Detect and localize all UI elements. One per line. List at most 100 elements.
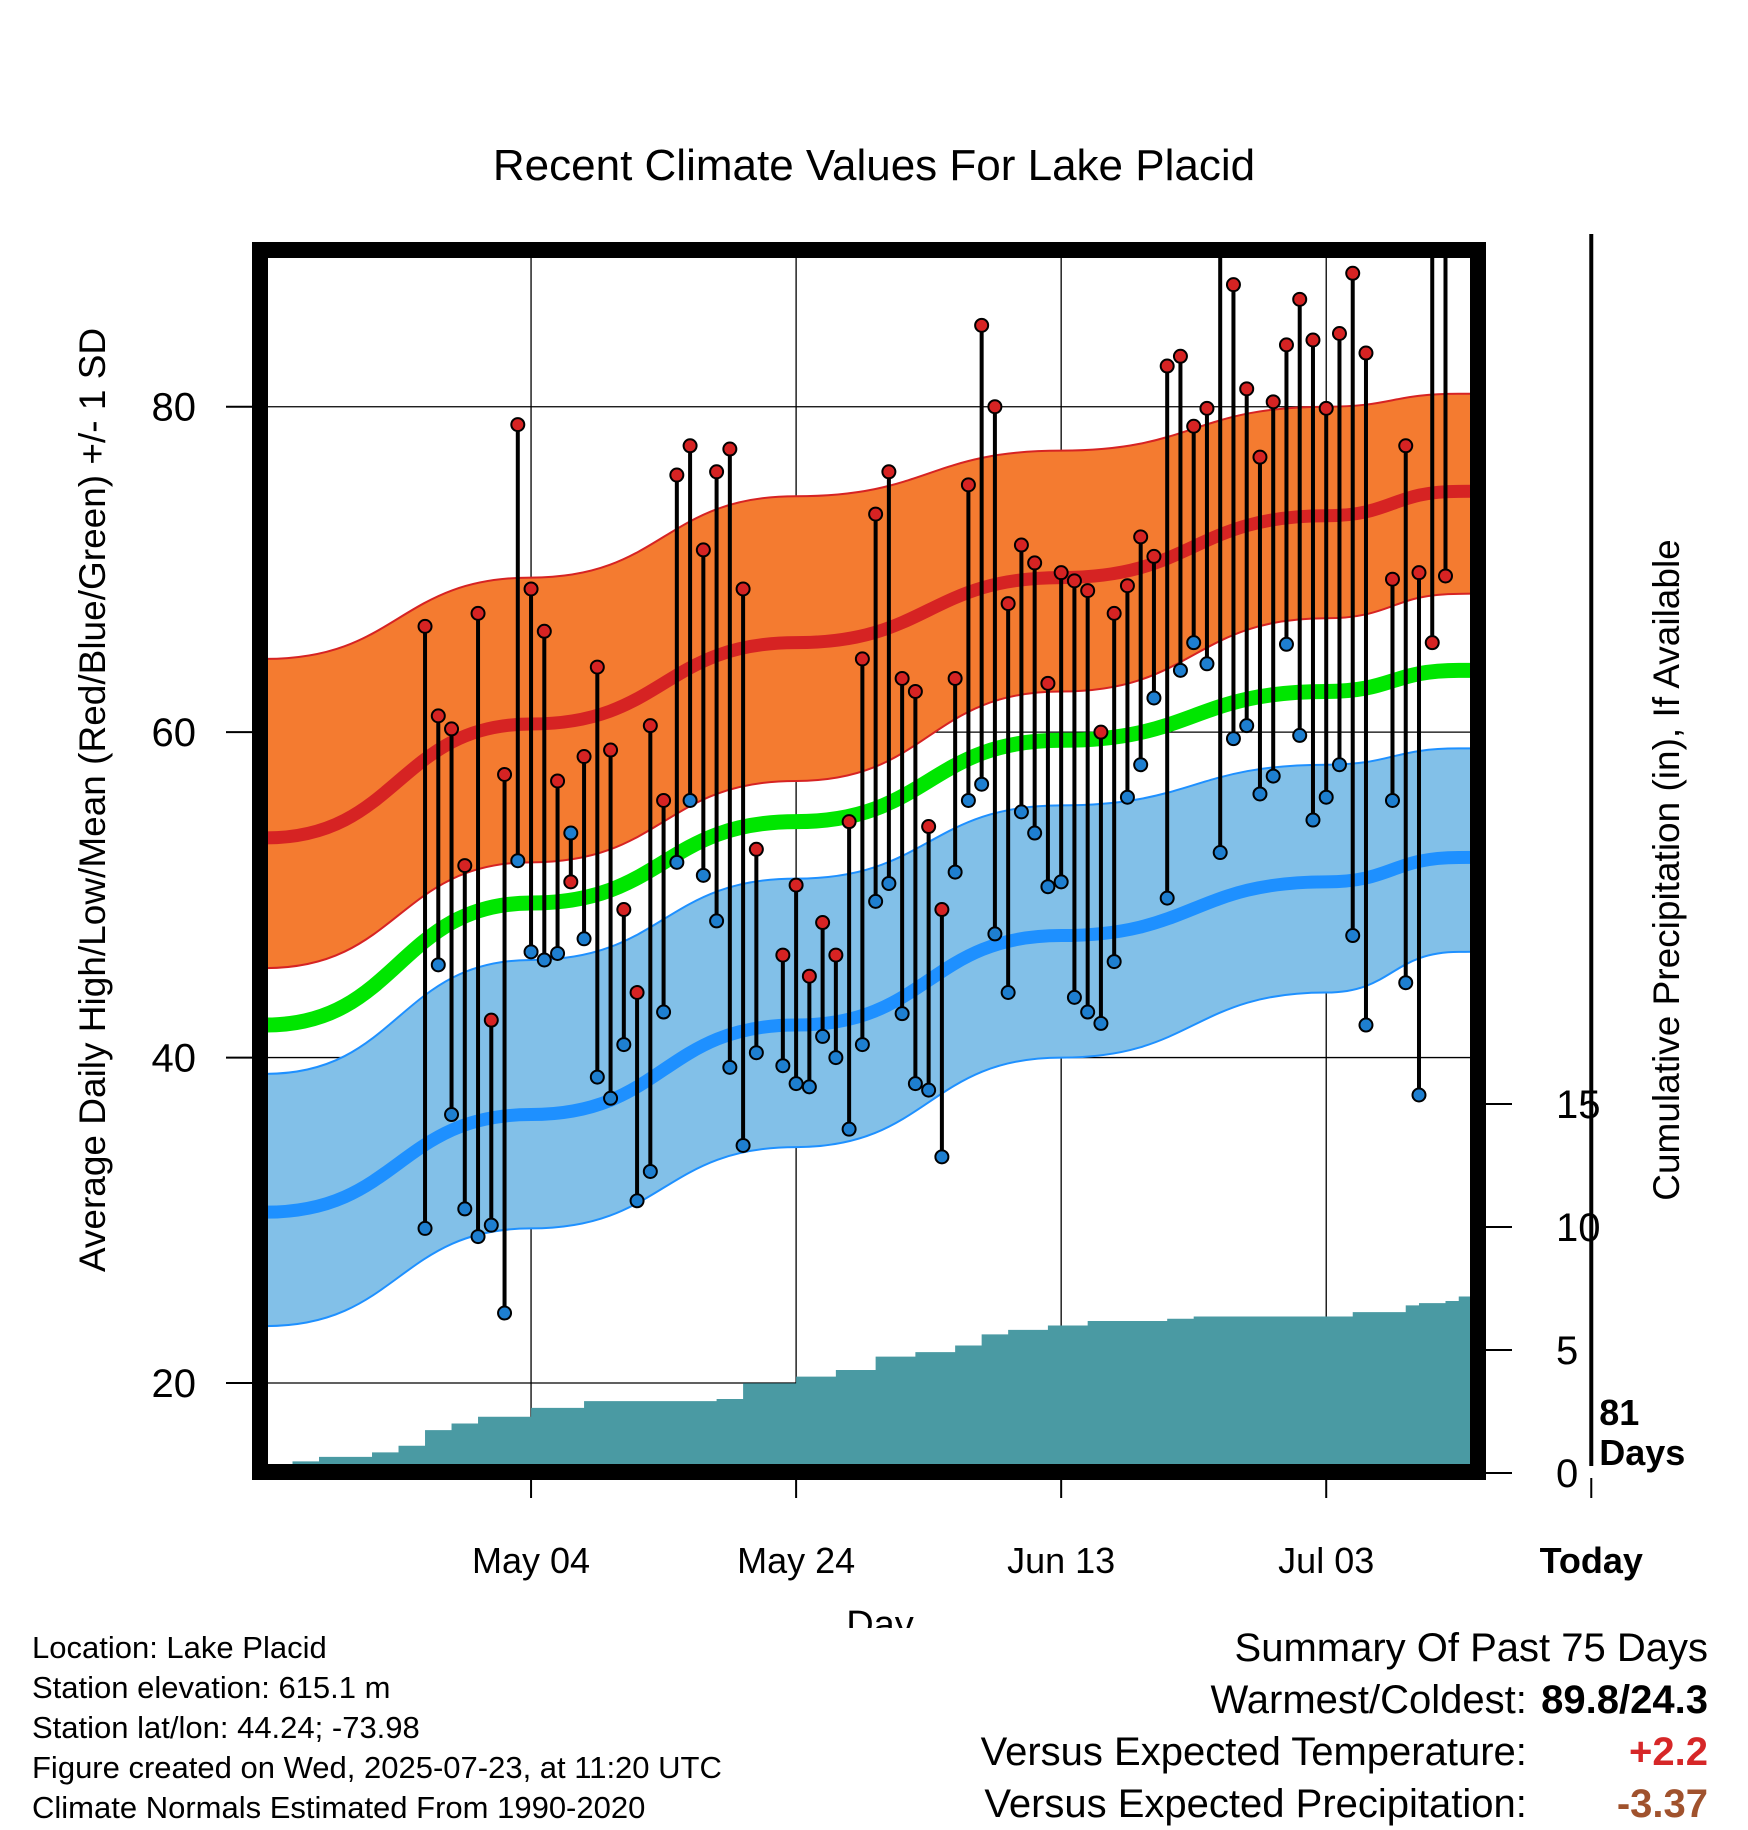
low-point [1384, 792, 1400, 808]
high-point [550, 773, 566, 789]
high-point [1479, 0, 1492, 7]
high-point [947, 670, 963, 686]
y-tick-label: 40 [152, 1037, 197, 1081]
low-point [1080, 1004, 1096, 1020]
high-point [1437, 568, 1453, 584]
low-point [1066, 989, 1082, 1005]
low-point [748, 1045, 764, 1061]
low-point [1452, 0, 1465, 7]
high-point [417, 618, 433, 634]
low-point [987, 926, 1003, 942]
low-normal-line [266, 850, 1472, 1219]
high-point [483, 1012, 499, 1028]
high-point [1452, 0, 1465, 7]
high-point [642, 718, 658, 734]
low-point [1119, 789, 1135, 805]
high-point [1239, 381, 1255, 397]
station-info: Location: Lake Placid Station elevation:… [32, 1628, 722, 1828]
high-point [894, 670, 910, 686]
low-point [1492, 0, 1505, 7]
low-point [1466, 0, 1479, 7]
high-point [960, 477, 976, 493]
high-point [444, 721, 460, 737]
high-point [616, 902, 632, 918]
low-point [510, 853, 526, 869]
high-point [1119, 578, 1135, 594]
low-point [854, 1037, 870, 1053]
low-point [1439, 0, 1452, 7]
low-point [934, 1149, 950, 1165]
high-point [1146, 548, 1162, 564]
high-point [1466, 0, 1479, 7]
high-point [1066, 573, 1082, 589]
high-point [775, 947, 791, 963]
low-point [523, 944, 539, 960]
high-point [695, 542, 711, 558]
summary-precip: Versus Expected Precipitation: -3.37 [981, 1778, 1708, 1830]
high-point [1186, 418, 1202, 434]
low-point [1265, 768, 1281, 784]
high-point [934, 902, 950, 918]
y-tick-label: 80 [152, 386, 197, 430]
x-tick-label: Jul 03 [1278, 1540, 1374, 1581]
summary-panel: Summary Of Past 75 Days Warmest/Coldest:… [981, 1622, 1708, 1830]
high-point [907, 683, 923, 699]
summary-temp: Versus Expected Temperature: +2.2 [981, 1726, 1708, 1778]
y-axis-right-label: Cumulative Precipitation (in), If Availa… [1646, 539, 1687, 1201]
info-location: Location: Lake Placid [32, 1630, 327, 1665]
high-point [470, 605, 486, 621]
high-point [1159, 358, 1175, 374]
high-point [1598, 0, 1611, 7]
high-point [841, 814, 857, 830]
low-point [815, 1028, 831, 1044]
low-point [841, 1121, 857, 1137]
high-point [497, 766, 513, 782]
x-tick-label: Jun 13 [1007, 1540, 1115, 1581]
summary-title: Summary Of Past 75 Days [1234, 1626, 1708, 1670]
low-point [1345, 928, 1361, 944]
low-point [1305, 812, 1321, 828]
high-point [801, 968, 817, 984]
high-point [1384, 571, 1400, 587]
high-point [629, 984, 645, 1000]
low-point [483, 1217, 499, 1233]
high-point [1331, 325, 1347, 341]
low-point [1225, 731, 1241, 747]
high-point [921, 819, 937, 835]
low-point [1585, 0, 1598, 7]
low-point [894, 1006, 910, 1022]
warm-cold-value: 89.8/24.3 [1541, 1678, 1708, 1722]
low-point [1093, 1015, 1109, 1031]
low-point [1133, 757, 1149, 773]
low-point [682, 792, 698, 808]
low-point [1398, 975, 1414, 991]
info-latlon: Station lat/lon: 44.24; -73.98 [32, 1710, 420, 1745]
low-point [430, 957, 446, 973]
high-point [1252, 449, 1268, 465]
low-point [589, 1069, 605, 1085]
low-point [1479, 0, 1492, 7]
low-point [417, 1220, 433, 1236]
low-point [629, 1193, 645, 1209]
high-point [1265, 394, 1281, 410]
precip-area [292, 1278, 1472, 1466]
low-point [563, 825, 579, 841]
low-point [1172, 662, 1188, 678]
summary-warm-cold: Warmest/Coldest: 89.8/24.3 [981, 1674, 1709, 1726]
high-point [722, 441, 738, 457]
low-point [1292, 727, 1308, 743]
low-point [576, 931, 592, 947]
low-point [603, 1090, 619, 1106]
high-point [881, 464, 897, 480]
high-point [1133, 529, 1149, 545]
high-point [682, 438, 698, 454]
low-point [669, 854, 685, 870]
low-point [497, 1305, 513, 1321]
high-point [1492, 0, 1505, 7]
high-point [1278, 337, 1294, 353]
low-point [1186, 635, 1202, 651]
low-point [1252, 786, 1268, 802]
high-point [1424, 635, 1440, 651]
high-point [1358, 345, 1374, 361]
high-point [656, 792, 672, 808]
